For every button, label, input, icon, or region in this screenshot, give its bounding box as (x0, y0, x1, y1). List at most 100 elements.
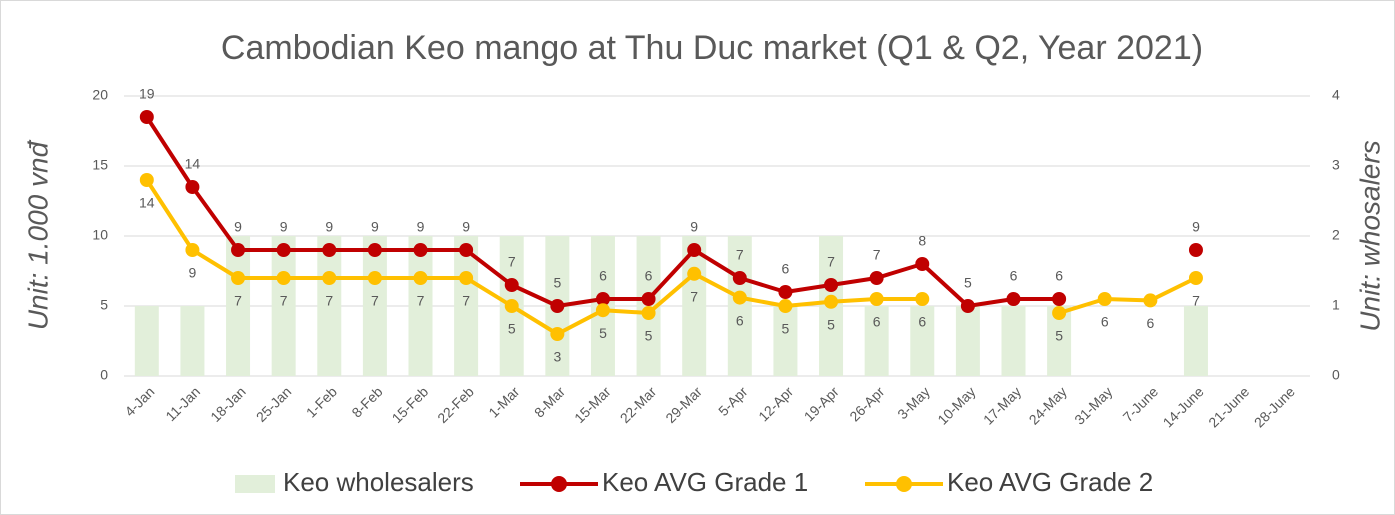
marker (1143, 293, 1158, 308)
data-label: 7 (736, 247, 744, 263)
marker (687, 266, 702, 281)
bar (1001, 306, 1026, 376)
marker (231, 271, 246, 285)
y2-axis-title: Unit: whosalers (1354, 140, 1385, 331)
marker (1052, 292, 1067, 306)
marker (641, 306, 656, 320)
data-label: 9 (371, 219, 379, 235)
bar (1183, 306, 1208, 376)
data-label: 9 (462, 219, 470, 235)
data-label: 6 (873, 314, 881, 330)
marker (1006, 292, 1021, 306)
marker (550, 327, 565, 341)
data-label: 5 (645, 328, 653, 344)
data-label: 6 (599, 268, 607, 284)
data-label: 9 (325, 219, 333, 235)
marker (824, 278, 839, 292)
data-label: 7 (690, 289, 698, 305)
data-label: 7 (508, 254, 516, 270)
marker (276, 271, 291, 285)
marker (1188, 243, 1203, 257)
marker (1097, 292, 1112, 306)
marker (231, 243, 246, 257)
bar (773, 306, 798, 376)
marker (413, 271, 428, 285)
data-label: 7 (827, 254, 835, 270)
data-label: 6 (1055, 268, 1063, 284)
marker (960, 299, 975, 313)
marker (869, 292, 884, 306)
data-label: 7 (462, 293, 470, 309)
data-label: 5 (827, 317, 835, 333)
marker (824, 294, 839, 309)
line (145, 178, 1197, 336)
data-label: 5 (782, 321, 790, 337)
data-label: 3 (553, 349, 561, 365)
marker (778, 299, 793, 313)
marker (322, 243, 337, 257)
legend-label: Keo wholesalers (283, 467, 474, 497)
marker (504, 299, 519, 313)
data-label: 6 (1101, 314, 1109, 330)
data-label: 7 (873, 247, 881, 263)
y2-tick-label: 3 (1332, 157, 1340, 173)
bar (317, 236, 342, 376)
data-label: 6 (736, 312, 744, 328)
y2-tick-label: 0 (1332, 367, 1340, 383)
marker (139, 173, 154, 187)
bar (910, 306, 935, 376)
data-label: 5 (599, 325, 607, 341)
data-label: 7 (371, 293, 379, 309)
chart-title: Cambodian Keo mango at Thu Duc market (Q… (221, 29, 1203, 67)
bar (271, 236, 296, 376)
data-label: 9 (1192, 219, 1200, 235)
y2-tick-label: 1 (1332, 297, 1340, 313)
marker (641, 292, 656, 306)
legend-marker (896, 476, 912, 492)
marker (504, 278, 519, 292)
y2-tick-label: 4 (1332, 87, 1340, 103)
bar (955, 306, 980, 376)
data-label: 5 (508, 321, 516, 337)
data-label: 7 (417, 293, 425, 309)
data-label: 14 (185, 156, 201, 172)
data-label: 9 (417, 219, 425, 235)
data-label: 6 (1146, 315, 1154, 331)
marker (413, 243, 428, 257)
bar (864, 306, 889, 376)
marker (550, 299, 565, 313)
y-tick-label: 0 (100, 367, 108, 383)
marker (595, 292, 610, 306)
data-label: 6 (782, 261, 790, 277)
marker (139, 110, 154, 124)
data-label: 19 (139, 86, 155, 102)
data-label: 6 (645, 268, 653, 284)
y-axis-title: Unit: 1.000 vnđ (22, 139, 53, 330)
y2-tick-label: 2 (1332, 227, 1340, 243)
data-label: 9 (690, 219, 698, 235)
marker (367, 243, 382, 257)
y-tick-label: 15 (92, 157, 108, 173)
data-label: 14 (139, 195, 155, 211)
marker (687, 243, 702, 257)
data-label: 7 (325, 293, 333, 309)
data-label: 8 (918, 233, 926, 249)
bar (180, 306, 205, 376)
marker (459, 271, 474, 285)
data-label: 6 (918, 314, 926, 330)
marker (732, 290, 747, 305)
data-label: 5 (553, 275, 561, 291)
bar (362, 236, 387, 376)
marker (1052, 306, 1067, 320)
marker (367, 271, 382, 285)
marker (778, 285, 793, 299)
legend-label: Keo AVG Grade 2 (947, 467, 1153, 497)
marker (459, 243, 474, 257)
bar (682, 236, 707, 376)
bar (408, 236, 433, 376)
marker (869, 271, 884, 285)
marker (732, 271, 747, 285)
marker (185, 180, 200, 194)
data-label: 9 (280, 219, 288, 235)
